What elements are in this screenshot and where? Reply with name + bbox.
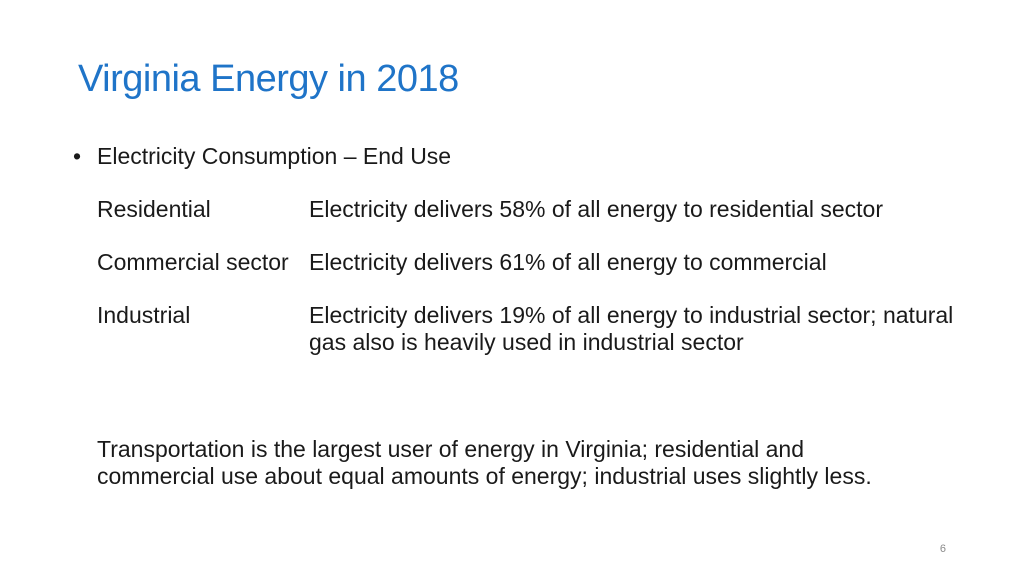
summary-paragraph: Transportation is the largest user of en… bbox=[97, 436, 872, 489]
end-use-row-industrial: Industrial Electricity delivers 19% of a… bbox=[97, 302, 977, 356]
bullet-icon: • bbox=[73, 143, 82, 169]
row-label: Industrial bbox=[97, 302, 191, 328]
end-use-row-residential: Residential Electricity delivers 58% of … bbox=[97, 196, 977, 223]
slide-title: Virginia Energy in 2018 bbox=[78, 58, 459, 100]
end-use-row-commercial: Commercial sector Electricity delivers 6… bbox=[97, 249, 977, 276]
row-description: Electricity delivers 58% of all energy t… bbox=[309, 196, 883, 222]
page-number: 6 bbox=[939, 543, 946, 555]
bullet-item: • Electricity Consumption – End Use bbox=[73, 143, 451, 170]
row-description: Electricity delivers 61% of all energy t… bbox=[309, 249, 827, 275]
end-use-table: Residential Electricity delivers 58% of … bbox=[97, 196, 977, 356]
bullet-text: Electricity Consumption – End Use bbox=[97, 143, 452, 169]
row-label: Residential bbox=[97, 196, 211, 222]
row-label: Commercial sector bbox=[97, 249, 289, 275]
row-description: Electricity delivers 19% of all energy t… bbox=[309, 302, 954, 355]
